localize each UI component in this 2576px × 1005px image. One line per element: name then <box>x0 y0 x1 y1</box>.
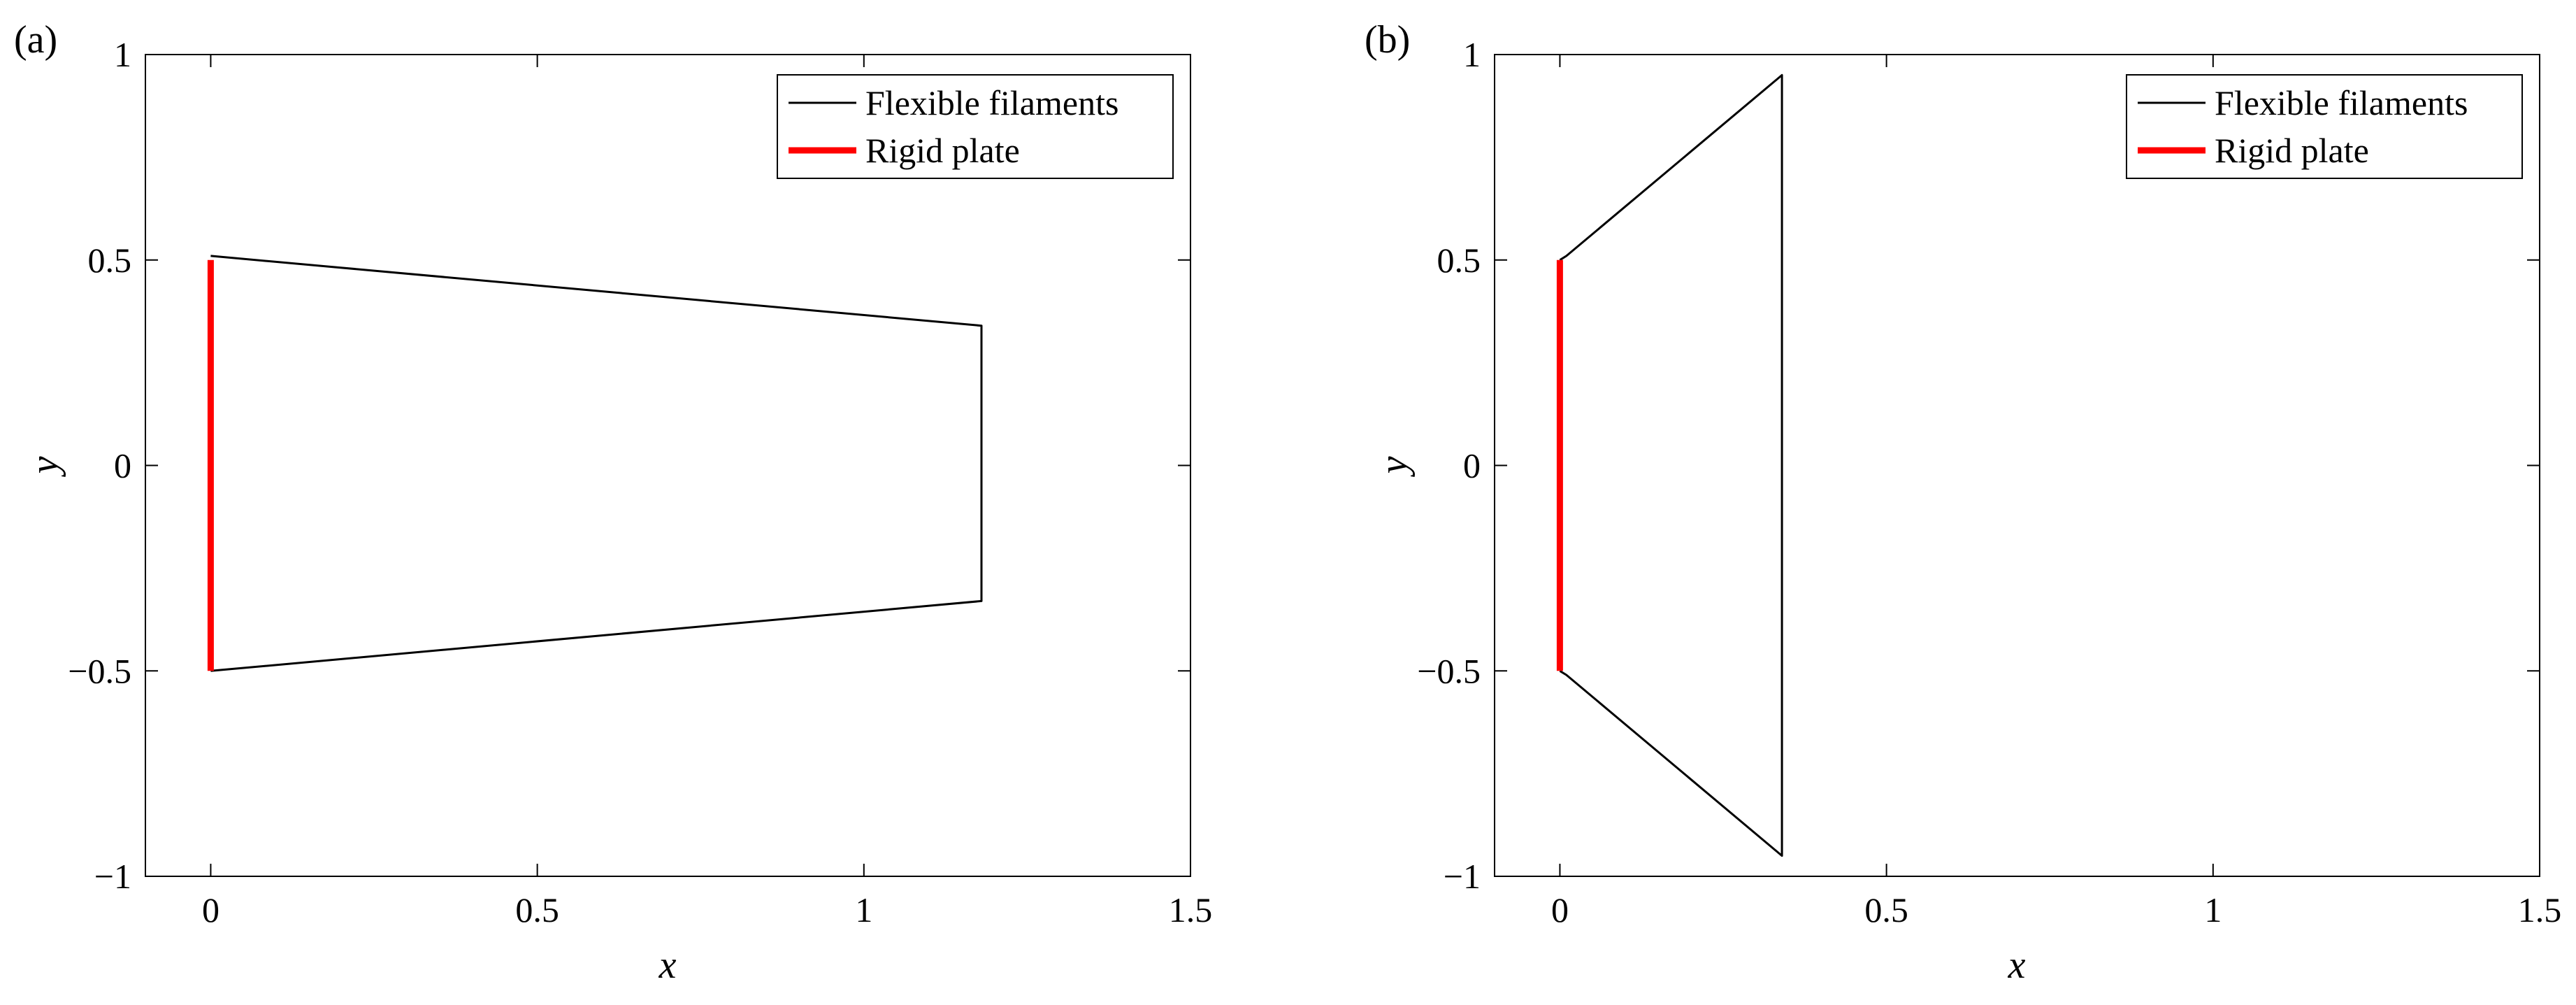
x-tick-label: 1.5 <box>2518 890 2562 929</box>
x-tick-label: 0 <box>202 890 220 929</box>
x-tick-label: 0 <box>1551 890 1569 929</box>
x-tick-label: 1 <box>2204 890 2222 929</box>
series-line-flexible-filaments <box>210 255 983 672</box>
tick-labels: 0 0.5 1 1.5 −1 −0.5 0 0.5 1 <box>68 35 1212 929</box>
y-tick-label: 1 <box>1463 35 1481 74</box>
x-tick-label: 1 <box>855 890 872 929</box>
x-axis-label: x <box>2008 943 2026 987</box>
legend-label-rigid-plate: Rigid plate <box>865 131 1020 170</box>
legend-box <box>777 74 1174 179</box>
legend-label-flexible-filaments: Flexible filaments <box>2215 83 2468 122</box>
x-tick-label: 1.5 <box>1169 890 1213 929</box>
panel-b: (b) 0 0.5 1 1.5 −1 −0.5 0 0.5 1 x y Flexible fil… <box>1365 18 2561 987</box>
ticks <box>1495 54 2540 877</box>
y-tick-label: −1 <box>1444 857 1481 896</box>
y-tick-label: −1 <box>94 857 131 896</box>
legend-box <box>2126 74 2523 179</box>
y-tick-label: 0.5 <box>88 241 132 280</box>
panel-label: (b) <box>1365 18 1410 62</box>
legend: Flexible filaments Rigid plate <box>777 74 1174 179</box>
legend-label-flexible-filaments: Flexible filaments <box>865 83 1118 122</box>
y-tick-label: 0 <box>114 446 131 485</box>
x-tick-label: 0.5 <box>1864 890 1908 929</box>
plot-lines <box>1556 73 1783 857</box>
y-tick-label: 0 <box>1463 446 1481 485</box>
panel-label: (a) <box>14 18 57 62</box>
y-tick-label: 0.5 <box>1437 241 1481 280</box>
y-tick-label: −0.5 <box>68 651 131 690</box>
legend: Flexible filaments Rigid plate <box>2126 74 2523 179</box>
y-axis-label: y <box>1372 456 1416 477</box>
plot-lines <box>207 255 983 672</box>
y-tick-label: 1 <box>114 35 131 74</box>
y-tick-label: −0.5 <box>1417 651 1481 690</box>
y-axis-label: y <box>23 456 66 477</box>
x-axis-label: x <box>659 943 677 987</box>
series-line-flexible-filaments <box>1559 73 1783 857</box>
legend-label-rigid-plate: Rigid plate <box>2215 131 2369 170</box>
x-tick-label: 0.5 <box>515 890 559 929</box>
tick-labels: 0 0.5 1 1.5 −1 −0.5 0 0.5 1 <box>1417 35 2561 929</box>
panel-a: (a) 0 0.5 1 1.5 −1 −0.5 0 0.5 1 x y Flexible fil… <box>14 18 1212 987</box>
ticks <box>145 54 1191 877</box>
